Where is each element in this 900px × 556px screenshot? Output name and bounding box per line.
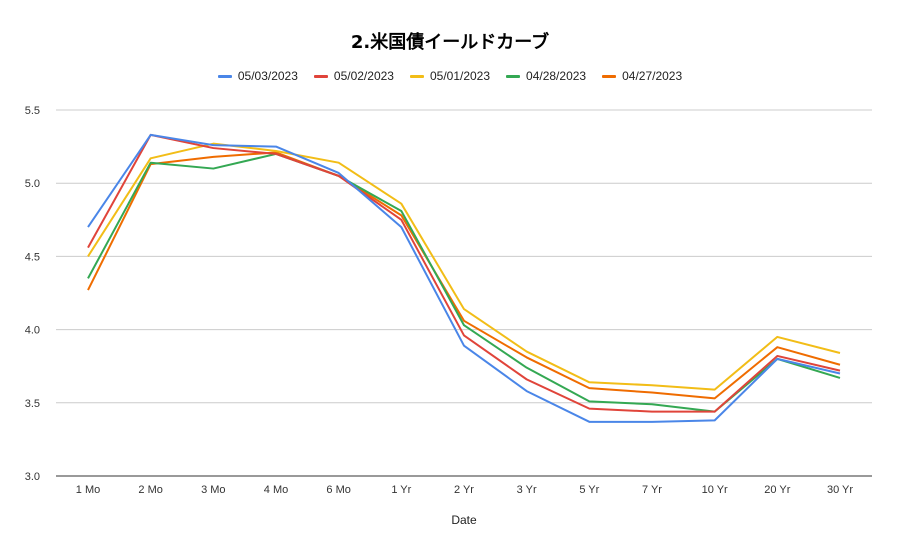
- series-line-2: [87, 142, 841, 391]
- y-tick-label: 5.5: [25, 105, 40, 117]
- chart-title: 2.米国債イールドカーブ: [350, 32, 550, 53]
- x-tick-label: 30 Yr: [827, 484, 853, 496]
- x-axis-title: Date: [451, 513, 477, 527]
- legend-item: 05/03/2023: [217, 69, 298, 83]
- legend-swatch: [602, 74, 617, 78]
- x-tick-label: 1 Yr: [391, 484, 411, 496]
- y-tick-label: 4.5: [25, 251, 40, 263]
- y-tick-label: 4.0: [25, 325, 40, 337]
- x-tick-label: 2 Yr: [454, 484, 474, 496]
- series-line-0: [87, 133, 841, 423]
- series-line-4: [87, 151, 841, 400]
- x-tick-label: 7 Yr: [642, 484, 662, 496]
- x-tick-label: 6 Mo: [326, 484, 350, 496]
- series-line-3: [87, 152, 841, 413]
- legend-item: 04/27/2023: [602, 69, 682, 83]
- y-tick-label: 5.0: [25, 178, 40, 190]
- x-tick-label: 10 Yr: [702, 484, 728, 496]
- x-tick-label: 2 Mo: [138, 484, 162, 496]
- legend-item: 04/28/2023: [506, 69, 586, 83]
- x-tick-label: 1 Mo: [76, 484, 100, 496]
- x-tick-label: 5 Yr: [579, 484, 599, 496]
- x-tick-label: 20 Yr: [764, 484, 790, 496]
- legend-label: 05/03/2023: [237, 69, 298, 83]
- legend-item: 05/01/2023: [409, 69, 491, 83]
- legend-label: 05/01/2023: [429, 69, 491, 83]
- x-tick-label: 3 Yr: [517, 484, 537, 496]
- legend-label: 04/27/2023: [622, 69, 683, 83]
- legend-label: 05/02/2023: [333, 69, 394, 83]
- legend-swatch: [313, 74, 328, 78]
- x-tick-label: 4 Mo: [264, 484, 288, 496]
- series-line-1: [87, 133, 841, 413]
- legend-swatch: [409, 74, 424, 78]
- legend-swatch: [506, 74, 521, 78]
- y-tick-label: 3.5: [25, 398, 40, 410]
- legend-item: 05/02/2023: [313, 69, 394, 83]
- y-tick-label: 3.0: [25, 471, 40, 483]
- legend: 05/03/2023 05/02/2023 05/01/2023 04/28/2023…: [0, 69, 900, 83]
- legend-label: 04/28/2023: [526, 69, 587, 83]
- legend-swatch: [217, 74, 232, 78]
- x-tick-label: 3 Mo: [201, 484, 225, 496]
